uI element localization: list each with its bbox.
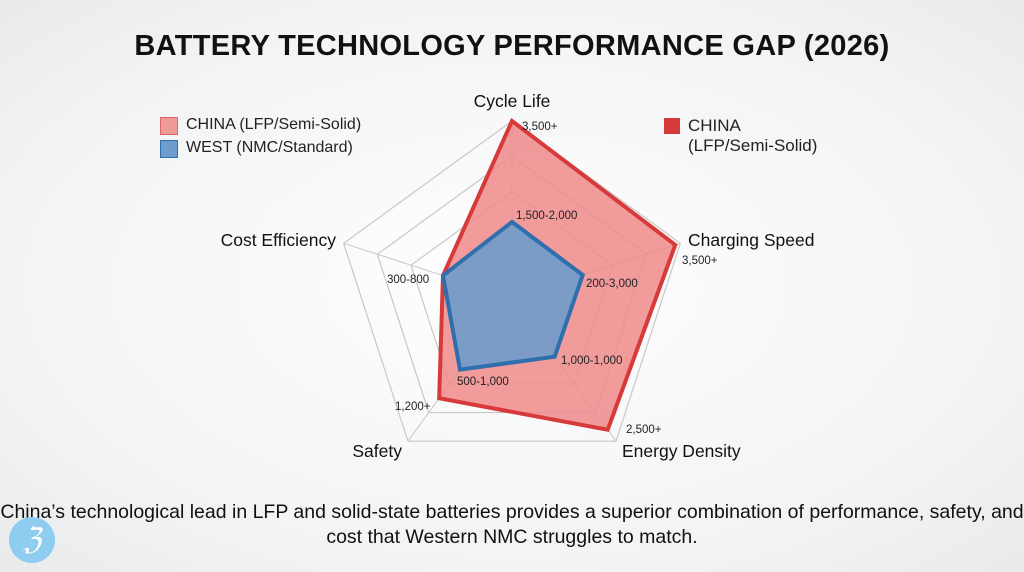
legend-label: CHINA xyxy=(688,116,741,135)
data-label-china: 3,500+ xyxy=(682,255,718,267)
data-label-china: 1,200+ xyxy=(395,401,431,413)
legend-item-china: CHINA (LFP/Semi-Solid) xyxy=(160,116,361,135)
legend-swatch xyxy=(160,117,178,135)
data-label-west: 1,500-2,000 xyxy=(516,210,577,222)
data-label-west: 300-800 xyxy=(387,274,429,286)
chart-title: BATTERY TECHNOLOGY PERFORMANCE GAP (2026… xyxy=(134,30,890,62)
axis-label: Cycle Life xyxy=(474,91,551,111)
data-label-china: 3,500+ xyxy=(522,121,558,133)
series-area-1 xyxy=(440,219,586,372)
caption: China’s technological lead in LFP and so… xyxy=(0,501,1024,548)
legend-label: WEST (NMC/Standard) xyxy=(186,139,353,156)
legend-item-west: WEST (NMC/Standard) xyxy=(160,139,361,158)
legend: CHINA (LFP/Semi-Solid) WEST (NMC/Standar… xyxy=(160,116,361,162)
legend-swatch xyxy=(664,118,680,134)
data-label-west: 200-3,000 xyxy=(586,278,638,290)
data-label-china: 2,500+ xyxy=(626,424,662,436)
grid-ring xyxy=(342,120,682,442)
legend-sublabel: (LFP/Semi-Solid) xyxy=(688,136,818,155)
legend-right: CHINA (LFP/Semi-Solid) xyxy=(664,116,817,160)
axis-label: Cost Efficiency xyxy=(221,230,337,250)
legend-swatch xyxy=(160,140,178,158)
data-label-west: 1,000-1,000 xyxy=(561,355,622,367)
axis-label: Charging Speed xyxy=(688,230,814,250)
data-label-west: 500-1,000 xyxy=(457,376,509,388)
logo-icon: ℨ xyxy=(9,517,55,563)
axis-label: Energy Density xyxy=(622,441,741,461)
legend-label: CHINA (LFP/Semi-Solid) xyxy=(186,116,362,133)
axis-label: Safety xyxy=(352,441,402,461)
